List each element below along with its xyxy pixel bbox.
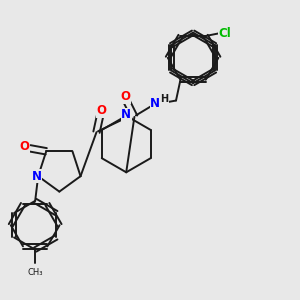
Text: N: N: [121, 108, 131, 122]
Text: N: N: [150, 97, 160, 110]
Text: O: O: [97, 104, 106, 117]
Text: Cl: Cl: [219, 26, 231, 40]
Text: O: O: [121, 90, 130, 103]
Text: O: O: [20, 140, 29, 153]
Text: CH₃: CH₃: [27, 268, 43, 277]
Text: H: H: [160, 94, 168, 104]
Text: N: N: [32, 170, 42, 183]
